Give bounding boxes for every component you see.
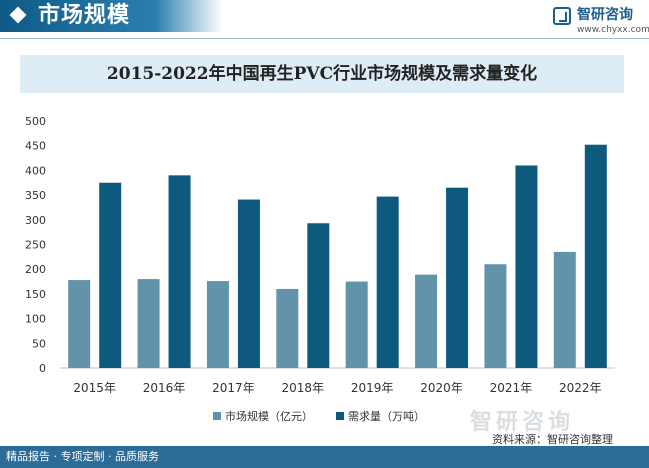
bar-series-0-1 bbox=[137, 279, 160, 368]
y-tick-label: 150 bbox=[25, 288, 46, 301]
bar-series-1-7 bbox=[584, 144, 607, 368]
bar-chart: 0 50 100 150 200 250 300 350 400 450 500 2015年 2016年… bbox=[25, 115, 615, 423]
y-tick-label: 100 bbox=[25, 313, 46, 326]
x-tick-label: 2016年 bbox=[143, 381, 186, 395]
section-title: 市场规模 bbox=[38, 3, 131, 28]
watermark-brand: 智研咨询 bbox=[470, 410, 575, 435]
x-tick-label: 2015年 bbox=[73, 381, 116, 395]
legend-label-1: 需求量（万吨） bbox=[348, 410, 425, 423]
bar-series-1-5 bbox=[446, 187, 469, 368]
legend-swatch-1 bbox=[336, 412, 344, 420]
y-tick-label: 200 bbox=[25, 263, 46, 276]
legend-swatch-0 bbox=[213, 412, 221, 420]
bar-series-1-4 bbox=[376, 196, 399, 368]
y-tick-label: 300 bbox=[25, 214, 46, 227]
x-tick-label: 2020年 bbox=[420, 381, 463, 395]
brand-logo: 智研咨询 www.chyxx.com bbox=[553, 6, 649, 36]
bar-series-0-0 bbox=[68, 280, 91, 368]
x-tick-label: 2021年 bbox=[490, 381, 533, 395]
logo-url: www.chyxx.com bbox=[577, 25, 649, 35]
bar-series-0-3 bbox=[276, 288, 299, 368]
y-tick-label: 500 bbox=[25, 115, 46, 128]
x-tick-label: 2019年 bbox=[351, 381, 394, 395]
bar-series-0-2 bbox=[206, 281, 229, 368]
header-divider bbox=[0, 38, 649, 39]
bar-series-0-5 bbox=[415, 274, 438, 368]
x-tick-label: 2018年 bbox=[282, 381, 325, 395]
logo-icon bbox=[553, 7, 571, 25]
bar-series-1-1 bbox=[168, 175, 191, 368]
logo-name: 智研咨询 bbox=[577, 7, 633, 23]
source-note: 资料来源：智研咨询整理 bbox=[492, 433, 613, 446]
chart-title-band: 2015-2022年中国再生PVC行业市场规模及需求量变化 bbox=[20, 55, 624, 93]
x-tick-label: 2017年 bbox=[212, 381, 255, 395]
bar-series-0-6 bbox=[484, 264, 507, 368]
diamond-icon bbox=[9, 6, 27, 24]
y-tick-label: 0 bbox=[39, 362, 46, 375]
bar-series-1-3 bbox=[307, 223, 330, 368]
y-tick-label: 400 bbox=[25, 164, 46, 177]
footer-slogan: 精品报告 · 专项定制 · 品质服务 bbox=[6, 450, 159, 463]
bar-series-1-6 bbox=[515, 165, 538, 368]
footer-bar: 精品报告 · 专项定制 · 品质服务 bbox=[0, 446, 649, 468]
bar-series-1-0 bbox=[99, 182, 122, 368]
bar-series-1-2 bbox=[237, 199, 260, 368]
y-tick-label: 50 bbox=[32, 337, 46, 350]
x-tick-label: 2022年 bbox=[559, 381, 602, 395]
header: 市场规模 智研咨询 www.chyxx.com bbox=[0, 0, 649, 40]
chart-title: 2015-2022年中国再生PVC行业市场规模及需求量变化 bbox=[106, 64, 538, 84]
y-tick-label: 350 bbox=[25, 189, 46, 202]
y-tick-label: 450 bbox=[25, 140, 46, 153]
bar-series-0-7 bbox=[553, 251, 576, 368]
y-tick-label: 250 bbox=[25, 239, 46, 252]
header-banner: 市场规模 bbox=[0, 0, 222, 32]
legend-label-0: 市场规模（亿元） bbox=[225, 409, 313, 423]
bar-series-0-4 bbox=[345, 281, 368, 368]
